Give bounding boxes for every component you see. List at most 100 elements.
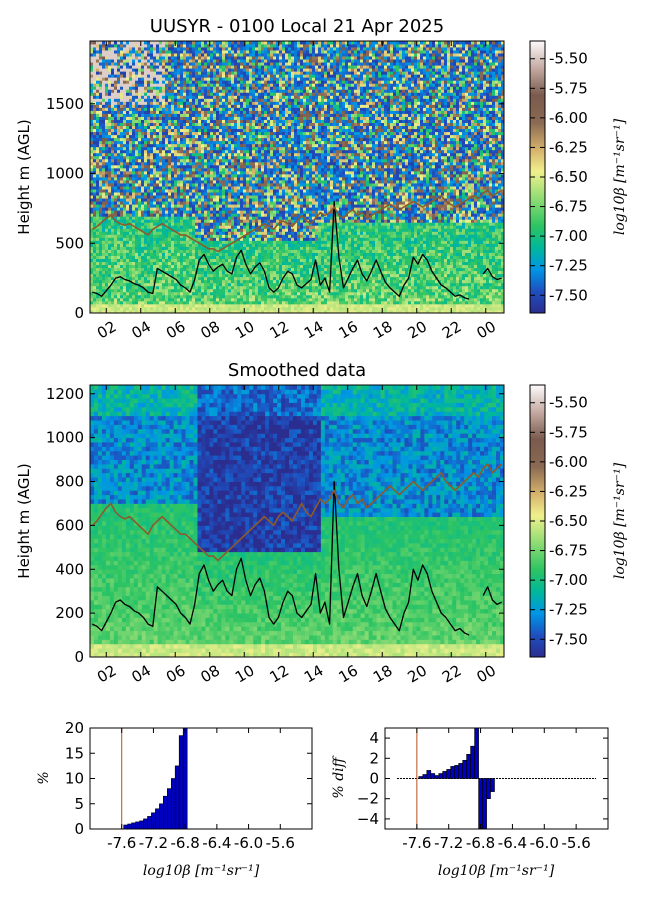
panel2-xtick-label: 00 <box>473 661 499 686</box>
panel2-series-1-line <box>91 463 503 562</box>
panel3-bar <box>147 816 152 829</box>
panel3-bar <box>139 820 144 829</box>
panel2-colorbar: -5.50 -5.75 -6.00 -6.25 -6.50 -6.75 -7.00 -7.25… <box>529 384 628 658</box>
panel2-ytick-label: 200 <box>55 604 84 622</box>
panel4-bar <box>466 753 471 779</box>
panel3-bar <box>127 823 132 829</box>
panel3-xtick-label: -7.2 <box>139 834 168 852</box>
panel3-bar <box>155 808 160 829</box>
panel3-ytick-label: 15 <box>65 744 84 762</box>
panel1-xtick-label: 12 <box>266 317 292 342</box>
colorbar2-tick-label: -5.75 <box>549 423 588 441</box>
panel1-xtick-label: 22 <box>439 317 465 342</box>
panel4-bar <box>446 769 452 779</box>
panel3-bar <box>143 818 148 829</box>
panel2-xtick-label: 20 <box>404 661 430 686</box>
panel4-ytick-label: −2 <box>357 790 379 808</box>
panel1-xtick-label: 14 <box>301 317 327 342</box>
panel2-ylabel: Height m (AGL) <box>15 463 33 578</box>
panel2-xtick-label: 02 <box>94 661 120 686</box>
panel1-ytick-label: 500 <box>55 234 84 252</box>
panel2-ytick-label: 1000 <box>46 429 84 447</box>
panel3-bar <box>167 788 172 829</box>
panel4-bar <box>454 765 460 779</box>
panel3-bar <box>178 735 184 829</box>
panel3-bar <box>163 795 168 829</box>
panel4-diff-histogram: -7.6 -7.2 -6.8 -6.4 -6.0 -5.6 −4 −2 0 2 4 <box>357 727 609 852</box>
panel4-xtick-label: -6.8 <box>466 834 495 852</box>
panel2-title: Smoothed data <box>228 360 366 381</box>
panel4-bar <box>474 728 479 779</box>
panel4-xtick-label: -7.6 <box>402 834 431 852</box>
colorbar2-tick-label: -6.25 <box>549 482 588 500</box>
panel1-ytick-label: 0 <box>74 304 84 322</box>
panel3-ytick-label: 10 <box>65 770 84 788</box>
panel4-ytick-label: −4 <box>357 810 379 828</box>
panel1-xtick-label: 16 <box>335 317 361 342</box>
colorbar2-tick-label: -6.00 <box>549 453 588 471</box>
panel3-xtick-label: -6.0 <box>234 834 263 852</box>
panel3-ytick-label: 0 <box>74 820 84 838</box>
panel4-bar <box>438 773 444 779</box>
panel3-bar <box>131 822 136 829</box>
colorbar1-tick-label: -7.50 <box>549 286 588 304</box>
panel4-bar <box>482 778 487 829</box>
panel4-bar <box>418 776 424 779</box>
panel1-frame <box>89 40 505 314</box>
panel2-ytick-label: 1200 <box>46 385 84 403</box>
panel2-xtick-label: 16 <box>335 661 361 686</box>
panel2-colorbar-label: log10β [m⁻¹sr⁻¹] <box>612 462 628 579</box>
panel3-frame <box>89 727 313 830</box>
panel3-ytick-label: 20 <box>65 719 84 737</box>
panel1-colorbar-label: log10β [m⁻¹sr⁻¹] <box>612 118 628 235</box>
panel4-xlabel: log10β [m⁻¹sr⁻¹] <box>438 863 555 879</box>
panel2-frame <box>89 384 505 658</box>
panel4-bar <box>434 775 440 779</box>
panel3-xtick-label: -6.4 <box>202 834 231 852</box>
panel1-series-0-line <box>92 200 502 300</box>
panel3-bar <box>159 803 164 829</box>
panel2-series-0-line <box>92 480 502 636</box>
panel4-bar <box>486 778 491 800</box>
panel4-bar <box>450 766 456 779</box>
panel3-ylabel: % <box>36 771 52 784</box>
panel4-bar <box>470 745 475 779</box>
panel1-heatmap: 02 04 06 08 10 12 14 16 18 20 22 00 0 500 1000 1500 <box>46 40 505 342</box>
panel1-colorbar: -5.50 -5.75 -6.00 -6.25 -6.50 -6.75 -7.00 -7.25… <box>529 40 628 314</box>
panel4-bar <box>462 759 468 779</box>
panel1-title: UUSYR - 0100 Local 21 Apr 2025 <box>150 16 444 37</box>
panel3-xlabel: log10β [m⁻¹sr⁻¹] <box>143 863 260 879</box>
panel3-xtick-label: -6.8 <box>171 834 200 852</box>
panel2-xtick-label: 22 <box>439 661 465 686</box>
panel4-bar <box>458 763 464 779</box>
panel4-ylabel: % diff <box>331 755 347 798</box>
panel4-xtick-label: -5.6 <box>562 834 591 852</box>
colorbar1-tick-label: -6.00 <box>549 109 588 127</box>
panel2-ytick-label: 600 <box>55 516 84 534</box>
panel1-series-1-line <box>91 189 503 253</box>
colorbar1-tick-label: -7.00 <box>549 227 588 245</box>
panel3-bar <box>123 824 128 829</box>
panel1-xtick-label: 08 <box>197 317 223 342</box>
colorbar1-tick-label: -6.25 <box>549 138 588 156</box>
colorbar2-tick-label: -7.50 <box>549 630 588 648</box>
panel2-ytick-label: 800 <box>55 473 84 491</box>
colorbar2-tick-label: -6.75 <box>549 542 588 560</box>
panel2-xtick-label: 08 <box>197 661 223 686</box>
panel2-xtick-label: 12 <box>266 661 292 686</box>
panel4-ytick-label: 2 <box>369 749 379 767</box>
panel1-xtick-label: 18 <box>370 317 396 342</box>
panel1-ytick-label: 1000 <box>46 165 84 183</box>
panel3-histogram: -7.6 -7.2 -6.8 -6.4 -6.0 -5.6 0 5 10 15 20 <box>65 719 313 852</box>
panel4-bar <box>490 778 495 792</box>
colorbar1-tick-label: -7.25 <box>549 257 588 275</box>
colorbar1-tick-label: -5.75 <box>549 79 588 97</box>
panel2-xtick-label: 14 <box>301 661 327 686</box>
panel4-xtick-label: -6.0 <box>530 834 559 852</box>
panel2-xtick-label: 18 <box>370 661 396 686</box>
panel4-bar <box>426 770 432 779</box>
panel1-ylabel: Height m (AGL) <box>15 119 33 234</box>
panel1-xtick-label: 04 <box>128 317 154 342</box>
panel4-bar <box>478 778 483 829</box>
